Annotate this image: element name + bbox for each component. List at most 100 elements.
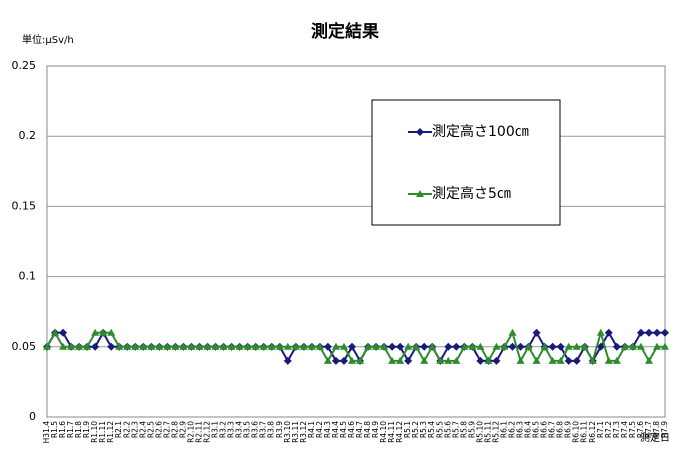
- point: [460, 342, 469, 350]
- x-tick-label: R7.9: [660, 421, 669, 438]
- point: [661, 342, 669, 350]
- y-tick-label: 0.2: [19, 129, 37, 142]
- x-tick-label: R3.4: [235, 421, 244, 438]
- x-tick-label: R6.9: [564, 421, 573, 438]
- point: [404, 342, 413, 350]
- point: [500, 342, 509, 350]
- point: [652, 342, 661, 350]
- point: [492, 356, 501, 365]
- point: [420, 356, 429, 364]
- x-tick-label: R2.8: [170, 421, 179, 438]
- x-tick-label: R1.5: [50, 421, 59, 438]
- x-tick-label: R4.5: [339, 421, 348, 438]
- x-tick-label: R4.9: [371, 421, 380, 438]
- point: [604, 356, 613, 364]
- x-tick-label: R7.8: [652, 421, 661, 438]
- x-tick-label: R5.3: [419, 421, 428, 438]
- x-tick-label: R7.6: [636, 421, 645, 438]
- x-tick-label: R3.10: [283, 421, 292, 443]
- x-tick-label: R6.5: [532, 421, 541, 438]
- x-tick-label: R2.5: [146, 421, 155, 438]
- point: [596, 328, 605, 336]
- point: [661, 328, 669, 337]
- x-tick-label: R4.2: [315, 421, 324, 438]
- point: [107, 342, 116, 351]
- point: [444, 342, 453, 351]
- x-tick-label: R6.8: [556, 421, 565, 438]
- point: [580, 342, 589, 350]
- x-tick-label: R4.1: [307, 421, 316, 438]
- legend-label: 測定高さ5㎝: [432, 185, 511, 202]
- point: [644, 356, 653, 364]
- x-tick-label: R1.9: [82, 421, 91, 438]
- x-tick-label: R7.4: [620, 421, 629, 438]
- point: [524, 342, 533, 350]
- point: [388, 356, 397, 364]
- point: [187, 342, 196, 350]
- x-tick-label: R3.6: [251, 421, 260, 438]
- point: [612, 342, 621, 351]
- point: [508, 342, 517, 351]
- point: [283, 342, 292, 350]
- x-axis-label: 測定日: [640, 431, 670, 444]
- legend-marker: [416, 128, 424, 136]
- point: [43, 342, 51, 350]
- x-tick-label: R1.12: [106, 421, 115, 443]
- point: [83, 342, 92, 350]
- point: [484, 356, 493, 364]
- x-tick-label: R1.7: [66, 421, 75, 438]
- point: [115, 342, 124, 350]
- point: [412, 342, 421, 350]
- point: [331, 342, 340, 350]
- point: [516, 356, 525, 364]
- point: [147, 342, 156, 350]
- point: [588, 356, 597, 364]
- x-tick-label: R6.11: [580, 421, 589, 443]
- point: [476, 342, 485, 350]
- point: [347, 356, 356, 364]
- point: [155, 342, 164, 350]
- x-tick-label: R3.9: [275, 421, 284, 438]
- point: [163, 342, 172, 350]
- x-tick-label: R5.4: [427, 421, 436, 438]
- point: [75, 342, 84, 350]
- x-tick-label: R2.9: [178, 421, 187, 438]
- point: [243, 342, 252, 350]
- point: [532, 356, 541, 364]
- point: [364, 342, 373, 350]
- point: [307, 342, 316, 350]
- x-tick-label: R5.11: [483, 421, 492, 443]
- chart-title: 測定結果: [311, 21, 379, 42]
- x-tick-label: R5.2: [411, 421, 420, 438]
- point: [396, 356, 405, 364]
- x-tick-label: R3.11: [291, 421, 300, 443]
- point: [259, 342, 268, 350]
- x-tick-label: R1.6: [58, 421, 67, 438]
- point: [380, 342, 389, 350]
- y-tick-label: 0.1: [19, 270, 37, 283]
- point: [347, 342, 356, 351]
- x-tick-label: R5.9: [467, 421, 476, 438]
- point: [396, 342, 405, 351]
- point: [636, 342, 645, 350]
- point: [299, 342, 308, 350]
- x-tick-label: R4.7: [355, 421, 364, 438]
- point: [275, 342, 284, 350]
- point: [428, 342, 437, 350]
- x-tick-label: R3.12: [299, 421, 308, 443]
- unit-label: 単位:μSv/h: [22, 33, 74, 46]
- x-tick-label: R4.10: [379, 421, 388, 443]
- x-tick-label: R2.3: [130, 421, 139, 438]
- point: [548, 356, 557, 364]
- y-tick-label: 0.25: [12, 59, 37, 72]
- x-tick-label: R6.12: [588, 421, 597, 443]
- point: [67, 342, 76, 350]
- point: [476, 356, 485, 365]
- point: [227, 342, 236, 350]
- x-tick-label: R3.3: [227, 421, 236, 438]
- point: [508, 328, 517, 336]
- point: [211, 342, 220, 350]
- legend-box: [371, 99, 561, 226]
